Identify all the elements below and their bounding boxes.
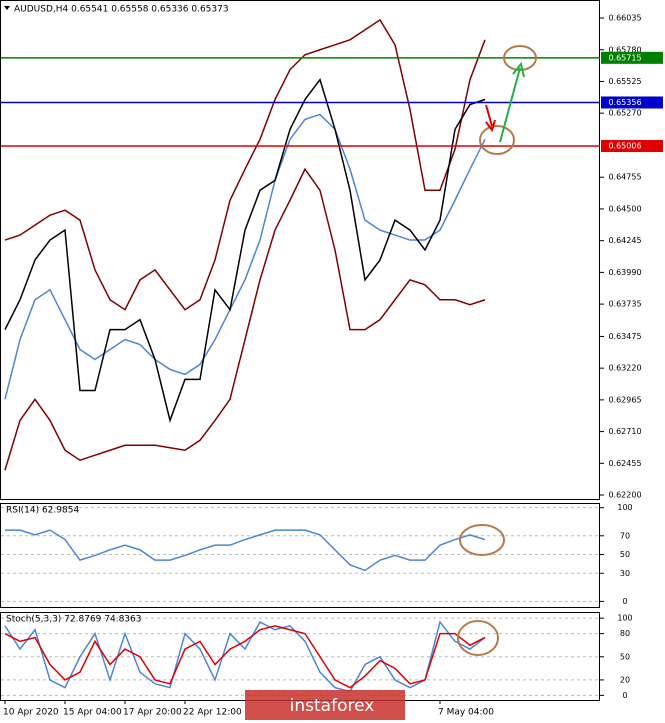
y-tick-label: 0.64755 — [608, 173, 641, 182]
series-line — [4, 113, 486, 400]
annotations — [457, 45, 537, 656]
x-tick-label: 10 Apr 2020 — [3, 708, 59, 718]
series-line — [4, 167, 486, 471]
y-tick-label: 0.66035 — [608, 14, 641, 23]
y-tick-label: 0.62710 — [608, 427, 641, 436]
menu-icon — [4, 6, 10, 10]
panel-title: RSI(14) 62.9854 — [6, 506, 79, 516]
y-tick-label: 100 — [617, 503, 632, 512]
y-tick-label: 0.63475 — [608, 332, 641, 341]
stoch-panel — [0, 612, 600, 701]
arrow-head — [485, 119, 496, 133]
series-line — [4, 620, 486, 693]
y-tick-label: 0.62200 — [608, 491, 641, 500]
ellipse — [459, 524, 505, 556]
y-tick-label: 30 — [620, 569, 630, 578]
y-tick-label: 0.62455 — [608, 459, 641, 468]
y-tick-label: 0.65780 — [608, 45, 641, 54]
y-tick-label: 70 — [620, 531, 630, 540]
y-tick-label: 0.64245 — [608, 236, 641, 245]
series-line — [4, 625, 486, 689]
x-tick-label: 15 Apr 04:00 — [63, 708, 122, 718]
y-tick-label: 0.64500 — [608, 204, 641, 213]
level-label-bg — [601, 51, 663, 64]
y-tick-label: 0.65525 — [608, 77, 641, 86]
watermark-bg — [245, 690, 405, 720]
level-label-bg — [601, 96, 663, 109]
panel-title: Stoch(5,3,3) 72.8769 74.8363 — [6, 615, 141, 625]
y-tick-label: 0.63735 — [608, 300, 641, 309]
y-tick-label: 0.63220 — [608, 364, 641, 373]
y-tick-label: 0.62965 — [608, 395, 641, 404]
chart-title: AUDUSD,H4 0.65541 0.65558 0.65336 0.6537… — [14, 5, 229, 15]
y-tick-label: 0.63990 — [608, 268, 641, 277]
arrow-head — [512, 61, 525, 78]
y-tick-label: 0.65270 — [608, 109, 641, 118]
y-tick-label: 0 — [622, 691, 627, 700]
y-tick-label: 0 — [622, 597, 627, 606]
y-tick-label: 100 — [617, 614, 632, 623]
level-label: 0.65006 — [608, 142, 641, 151]
y-tick-label: 20 — [620, 675, 630, 684]
y-tick-label: 80 — [620, 629, 630, 638]
y-tick-label: 50 — [620, 550, 630, 559]
x-tick-label: 17 Apr 20:00 — [123, 708, 182, 718]
arrow — [499, 67, 521, 143]
arrow — [485, 104, 493, 127]
series-line — [4, 18, 486, 311]
level-label: 0.65715 — [608, 53, 641, 62]
level-label: 0.65356 — [608, 98, 641, 107]
level-label-bg — [601, 140, 663, 153]
main-panel — [0, 0, 600, 500]
y-tick-label: 50 — [620, 652, 630, 661]
ellipse — [479, 125, 515, 155]
series-line — [4, 77, 486, 423]
watermark: instaforex — [290, 696, 375, 716]
series-line — [5, 529, 486, 572]
x-tick-label: 22 Apr 12:00 — [183, 708, 242, 718]
x-tick-label: 7 May 04:00 — [438, 708, 494, 718]
rsi-panel — [0, 503, 600, 608]
ellipse — [457, 620, 499, 656]
marks: 0.66035 0.65780 0.65525 0.65270 0.64755 0.645… — [1, 14, 663, 718]
